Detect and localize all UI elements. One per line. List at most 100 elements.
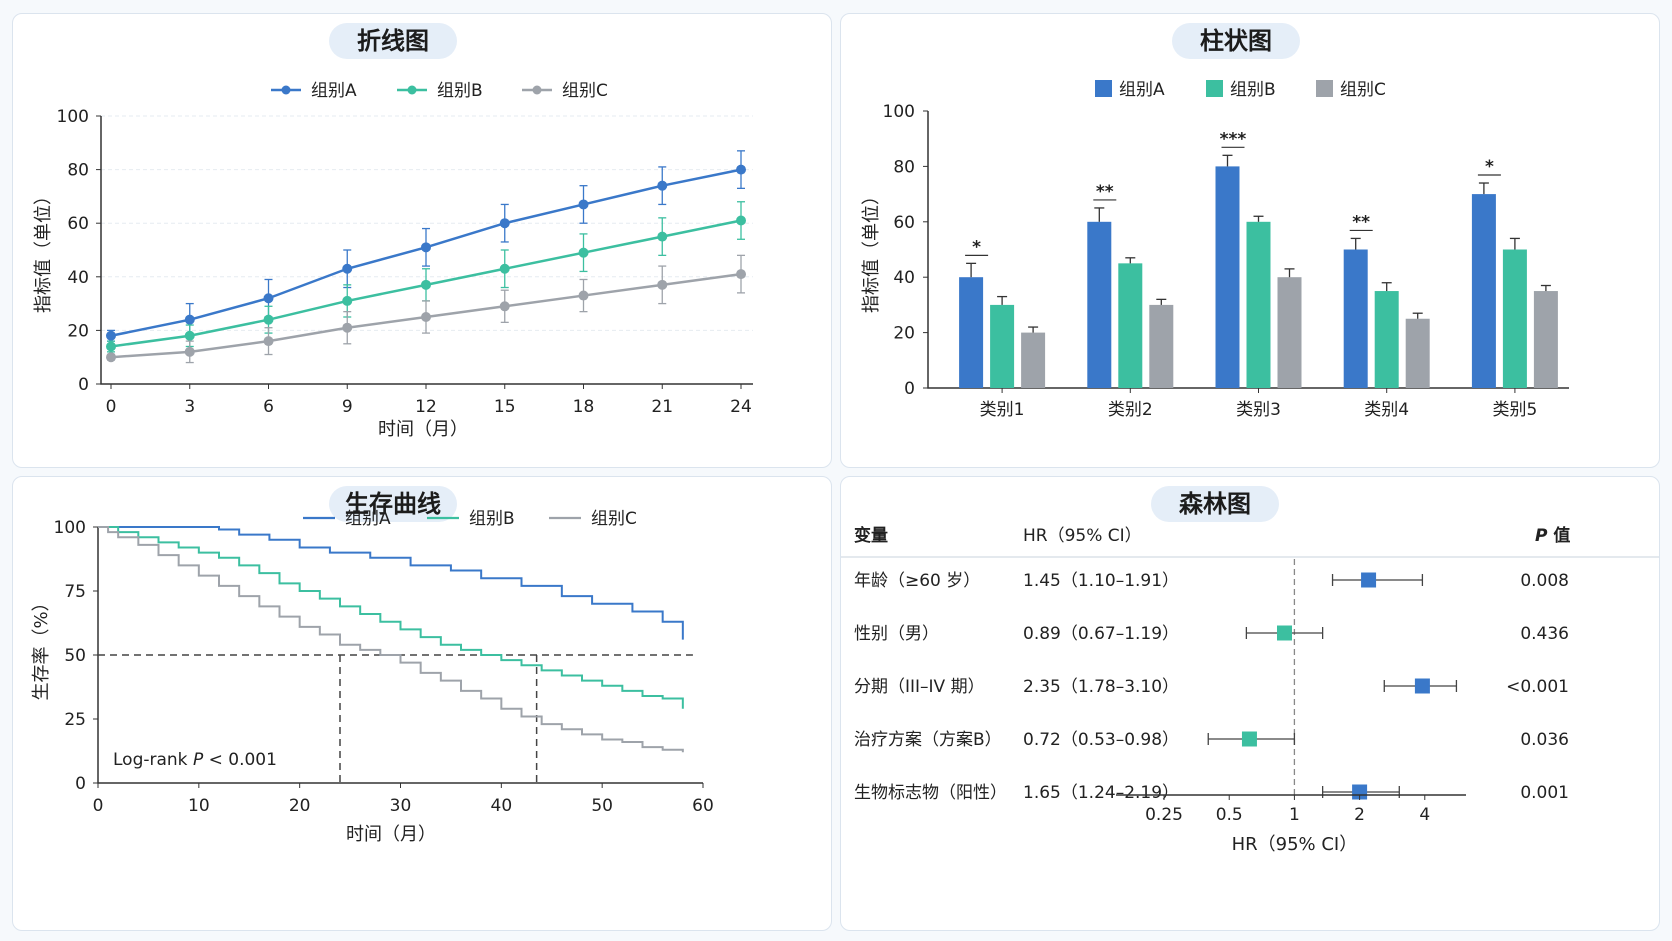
x-tick-label: 9 — [342, 397, 353, 417]
data-point-B — [578, 247, 589, 258]
y-tick-label: 80 — [67, 161, 89, 181]
row-hr: 1.65（1.24–2.19） — [1023, 783, 1179, 803]
y-tick-label: 100 — [54, 518, 86, 538]
bar-B — [1118, 263, 1143, 388]
legend-label-C: 组别C — [562, 81, 608, 101]
logrank-prefix: Log-rank — [113, 750, 193, 770]
row-label: 治疗方案（方案B） — [854, 730, 1002, 750]
data-point-A — [421, 242, 431, 253]
logrank-value: < 0.001 — [203, 750, 277, 770]
y-tick-label: 100 — [57, 107, 89, 127]
x-tick-label: 20 — [289, 796, 311, 816]
bar-A — [959, 277, 984, 388]
data-point-B — [106, 341, 116, 352]
survival-curve-B — [98, 526, 684, 709]
row-p-value: 0.036 — [1520, 730, 1569, 750]
y-tick-label: 50 — [64, 646, 86, 666]
significance-mark: * — [1485, 157, 1494, 177]
legend-label-B: 组别B — [469, 509, 515, 529]
title-pill — [1172, 23, 1300, 59]
x-tick-label: 15 — [494, 397, 516, 417]
row-p-value: 0.001 — [1520, 783, 1569, 803]
significance-mark: *** — [1220, 129, 1247, 149]
x-tick-label: 3 — [184, 397, 195, 417]
row-hr: 1.45（1.10–1.91） — [1023, 571, 1179, 591]
x-tick-label: 50 — [591, 796, 613, 816]
y-axis-label: 指标值（单位） — [861, 187, 882, 313]
data-point-C — [657, 279, 668, 290]
y-tick-label: 75 — [64, 582, 86, 602]
bar-B — [990, 304, 1015, 388]
x-tick-label: 0.25 — [1145, 805, 1183, 825]
survival-curve-C — [98, 526, 684, 753]
x-category-label: 类别4 — [1364, 400, 1409, 420]
x-tick-label: 18 — [573, 397, 595, 417]
bar-C — [1021, 332, 1046, 388]
bar-A — [1087, 221, 1112, 388]
legend-swatch-A — [1095, 80, 1112, 97]
line-chart-panel: 折线图 组别A 组别B 组别C 0 20 40 60 80 100 0 3 6 9 12 15 18 21 24 时间… — [12, 13, 832, 468]
legend-marker-C — [532, 85, 542, 95]
data-point-C — [499, 301, 510, 312]
x-category-label: 类别5 — [1492, 400, 1537, 420]
y-tick-label: 40 — [893, 268, 915, 288]
hr-marker — [1361, 572, 1377, 588]
x-axis-label: HR（95% CI） — [1232, 834, 1358, 855]
bar-B — [1246, 221, 1271, 388]
y-tick-label: 0 — [904, 379, 915, 399]
bar-C — [1277, 277, 1302, 388]
legend-marker-A — [281, 85, 291, 95]
data-point-B — [736, 215, 746, 226]
data-point-A — [499, 218, 510, 229]
data-point-B — [263, 314, 274, 325]
bar-A — [1471, 194, 1496, 388]
legend-label-A: 组别A — [311, 81, 357, 101]
hr-marker — [1414, 678, 1430, 694]
chart-title: 柱状图 — [1200, 27, 1272, 55]
x-tick-label: 40 — [491, 796, 513, 816]
legend-label-C: 组别C — [1340, 80, 1386, 100]
x-category-label: 类别1 — [980, 400, 1025, 420]
x-tick-label: 30 — [390, 796, 412, 816]
x-category-label: 类别3 — [1236, 400, 1281, 420]
x-tick-label: 21 — [651, 397, 673, 417]
x-tick-label: 1 — [1289, 805, 1300, 825]
data-point-C — [263, 336, 274, 347]
row-p-value: 0.436 — [1520, 624, 1569, 644]
significance-mark: ** — [1352, 212, 1370, 232]
data-point-C — [736, 269, 746, 280]
title-pill — [329, 486, 457, 522]
data-point-B — [421, 279, 431, 290]
row-label: 分期（III–IV 期） — [854, 677, 985, 697]
row-label: 年龄（≥60 岁） — [854, 571, 980, 591]
bar-C — [1533, 291, 1558, 388]
significance-mark: ** — [1096, 182, 1114, 202]
survival-chart-panel: 生存曲线 组别A 组别B 组别C 0 25 50 75 100 0 10 20 30 40 50 60 时间（月… — [12, 476, 832, 931]
significance-mark: * — [972, 237, 981, 257]
title-pill — [329, 23, 457, 59]
bar-A — [1343, 249, 1368, 388]
x-tick-label: 12 — [415, 397, 437, 417]
data-point-A — [342, 263, 353, 274]
x-tick-label: 0 — [106, 397, 117, 417]
x-tick-label: 2 — [1354, 805, 1365, 825]
y-tick-label: 60 — [67, 214, 89, 234]
bar-A — [1215, 166, 1240, 388]
header-p: P 值 — [1535, 525, 1570, 546]
data-point-C — [421, 312, 431, 322]
x-axis-label: 时间（月） — [346, 824, 436, 845]
data-point-C — [106, 352, 116, 363]
x-tick-label: 6 — [263, 397, 274, 417]
bar-C — [1149, 304, 1174, 388]
row-label: 生物标志物（阳性） — [854, 783, 1007, 803]
hr-marker — [1241, 731, 1257, 747]
data-point-B — [657, 231, 668, 242]
chart-title: 森林图 — [1179, 490, 1251, 518]
row-label: 性别（男） — [854, 624, 939, 644]
survival-curve-A — [98, 526, 684, 640]
header-p-suffix: 值 — [1547, 525, 1570, 546]
x-tick-label: 24 — [730, 397, 752, 417]
